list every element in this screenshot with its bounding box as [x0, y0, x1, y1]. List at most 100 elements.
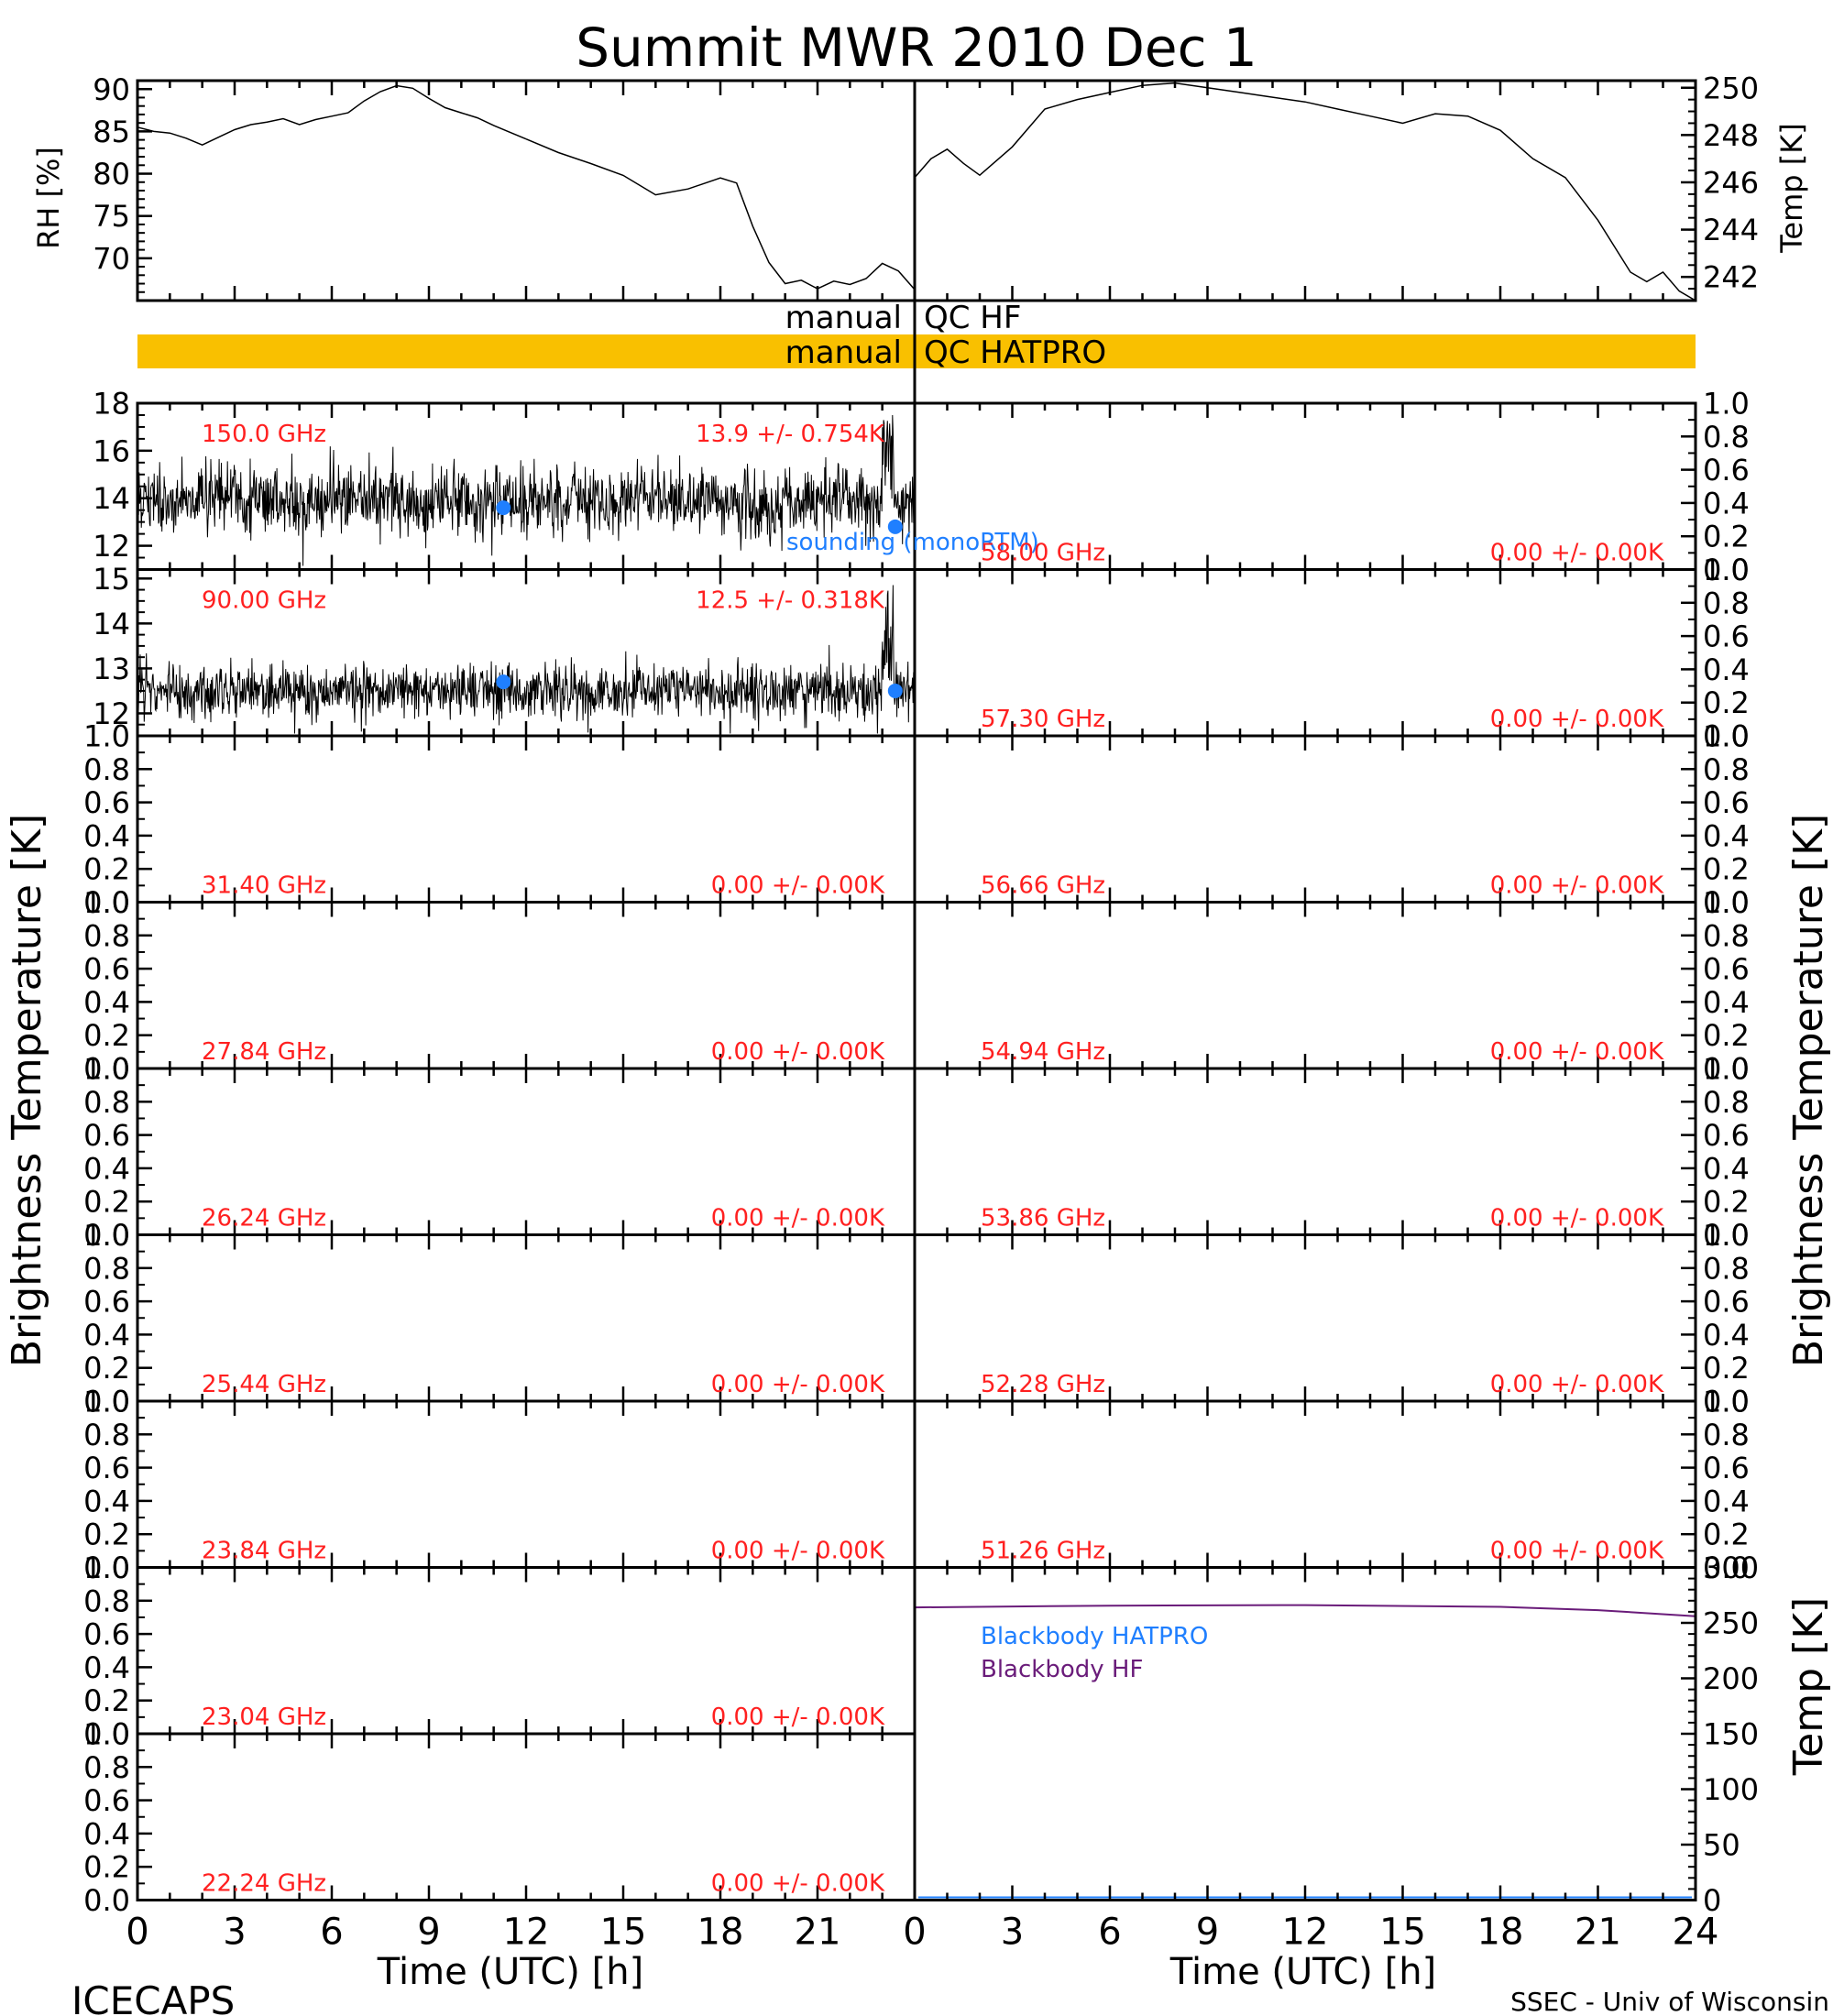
left5-stat-label: 0.00 +/- 0.00K	[711, 1205, 885, 1233]
right6-ytick-label: 0.6	[1703, 1285, 1750, 1320]
left8-ytick-label: 0.8	[83, 1583, 130, 1618]
text-layer: Summit MWR 2010 Dec 1 ICECAPS SSEC - Uni…	[4, 16, 1832, 2016]
right1-ytick-label: 0.8	[1703, 420, 1750, 455]
temp-ytick-label: 244	[1703, 213, 1759, 247]
right7-freq-label: 51.26 GHz	[981, 1538, 1105, 1565]
xtick-label-right: 18	[1477, 1912, 1524, 1954]
xtick-label-left: 9	[417, 1912, 440, 1954]
xtick-label-right: 6	[1098, 1912, 1121, 1954]
left5-ytick-label: 0.2	[83, 1185, 130, 1220]
left6-freq-label: 25.44 GHz	[202, 1371, 326, 1398]
left5-ytick-label: 0.8	[83, 1085, 130, 1120]
right1-freq-label: 58.00 GHz	[981, 540, 1105, 567]
footer-right: SSEC - Univ of Wisconsin	[1510, 1987, 1829, 2016]
ch150-ytick-label: 14	[93, 481, 130, 516]
xtick-label-left: 21	[795, 1912, 841, 1954]
xtick-label-left: 3	[223, 1912, 246, 1954]
xtick-label-left: 15	[600, 1912, 647, 1954]
right5-ytick-label: 1.0	[1703, 1052, 1750, 1087]
left8-ytick-label: 0.2	[83, 1683, 130, 1718]
left7-freq-label: 23.84 GHz	[202, 1538, 326, 1565]
xtick-label-right: 12	[1282, 1912, 1329, 1954]
bb-ylabel: Temp [K]	[1785, 1597, 1832, 1776]
left9-ytick-label: 0.8	[83, 1750, 130, 1785]
left3-ytick-label: 0.4	[83, 818, 130, 853]
right7-ytick-label: 0.4	[1703, 1484, 1750, 1518]
left3-ytick-label: 0.8	[83, 752, 130, 787]
left8-ytick-label: 1.0	[83, 1550, 130, 1585]
right5-stat-label: 0.00 +/- 0.00K	[1490, 1205, 1664, 1233]
xtick-label-right: 3	[1001, 1912, 1024, 1954]
right3-ytick-label: 0.2	[1703, 852, 1750, 887]
right2-ytick-label: 0.4	[1703, 652, 1750, 687]
left6-ytick-label: 0.6	[83, 1285, 130, 1320]
qc-hatpro-label-right: QC HATPRO	[924, 334, 1106, 371]
left8-stat-label: 0.00 +/- 0.00K	[711, 1704, 885, 1731]
panel-blackbody	[915, 1568, 1696, 1901]
left7-stat-label: 0.00 +/- 0.00K	[711, 1538, 885, 1565]
temp-panel	[915, 81, 1696, 301]
right3-ytick-label: 1.0	[1703, 719, 1750, 754]
left3-stat-label: 0.00 +/- 0.00K	[711, 872, 885, 900]
right1-ytick-label: 1.0	[1703, 387, 1750, 422]
rh-ytick-label: 75	[93, 199, 130, 234]
left7-ytick-label: 0.4	[83, 1484, 130, 1518]
left4-ytick-label: 0.8	[83, 918, 130, 953]
left6-ytick-label: 1.0	[83, 1218, 130, 1253]
right2-freq-label: 57.30 GHz	[981, 706, 1105, 733]
right4-ytick-label: 1.0	[1703, 885, 1750, 920]
right1-ytick-label: 0.6	[1703, 453, 1750, 488]
qc-hatpro-label-left: manual	[785, 334, 902, 371]
temp-ytick-label: 250	[1703, 71, 1759, 105]
left8-ytick-label: 0.6	[83, 1617, 130, 1652]
right5-freq-label: 53.86 GHz	[981, 1205, 1105, 1233]
rh-ylabel: RH [%]	[31, 147, 66, 249]
ch150-ytick-label: 18	[93, 387, 130, 422]
left7-ytick-label: 0.8	[83, 1418, 130, 1452]
left6-ytick-label: 0.2	[83, 1351, 130, 1386]
bb-ytick-label: 250	[1703, 1606, 1759, 1641]
right1-stat-label: 0.00 +/- 0.00K	[1490, 540, 1664, 567]
left9-ytick-label: 0.0	[83, 1883, 130, 1918]
left4-stat-label: 0.00 +/- 0.00K	[711, 1038, 885, 1066]
right2-stat-label: 0.00 +/- 0.00K	[1490, 706, 1664, 733]
ch90-sounding-point	[888, 684, 903, 698]
left5-ytick-label: 0.4	[83, 1151, 130, 1186]
xtick-label-left: 6	[320, 1912, 343, 1954]
left6-ytick-label: 0.4	[83, 1318, 130, 1353]
left3-ytick-label: 0.2	[83, 852, 130, 887]
xtick-label-right: 21	[1575, 1912, 1621, 1954]
left4-ytick-label: 1.0	[83, 885, 130, 920]
right3-freq-label: 56.66 GHz	[981, 872, 1105, 900]
temp-ytick-label: 246	[1703, 165, 1759, 200]
rh-ytick-label: 70	[93, 241, 130, 276]
left5-freq-label: 26.24 GHz	[202, 1205, 326, 1233]
ch90-ytick-label: 15	[93, 562, 130, 597]
legend-bb-hf: Blackbody HF	[981, 1656, 1143, 1683]
right4-ytick-label: 0.8	[1703, 918, 1750, 953]
xtick-label-left: 0	[126, 1912, 148, 1954]
right5-ytick-label: 0.6	[1703, 1118, 1750, 1153]
right1-ytick-label: 0.4	[1703, 486, 1750, 520]
qc-hf-label-left: manual	[785, 300, 902, 336]
bb-ytick-label: 150	[1703, 1717, 1759, 1752]
left4-freq-label: 27.84 GHz	[202, 1038, 326, 1066]
footer-left: ICECAPS	[71, 1978, 235, 2016]
ch150-ytick-label: 16	[93, 433, 130, 468]
right6-ytick-label: 0.4	[1703, 1318, 1750, 1353]
xlabel-left: Time (UTC) [h]	[377, 1951, 643, 1993]
bb-ytick-label: 200	[1703, 1661, 1759, 1696]
figure-title: Summit MWR 2010 Dec 1	[576, 16, 1257, 79]
rh-ytick-label: 80	[93, 157, 130, 192]
right4-freq-label: 54.94 GHz	[981, 1038, 1105, 1066]
ch150-freq-label: 150.0 GHz	[202, 421, 326, 448]
right-ylabel: Brightness Temperature [K]	[1785, 814, 1832, 1367]
right6-ytick-label: 1.0	[1703, 1218, 1750, 1253]
qc-hatpro-bar	[137, 334, 1696, 368]
left9-ytick-label: 0.4	[83, 1816, 130, 1851]
left6-ytick-label: 0.8	[83, 1251, 130, 1286]
right4-ytick-label: 0.2	[1703, 1018, 1750, 1053]
rh-trace-b	[526, 139, 915, 290]
bb-hf-trace	[915, 1605, 1696, 1616]
right3-ytick-label: 0.8	[1703, 752, 1750, 787]
